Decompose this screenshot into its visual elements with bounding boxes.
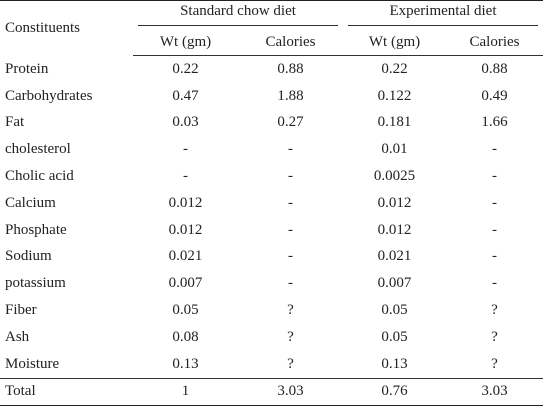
cell-standard-calories: 0.88 — [277, 60, 304, 77]
subheader-standard-calories: Calories — [238, 29, 343, 56]
header-group-standard-chow: Standard chow diet — [133, 1, 343, 30]
cell-standard-weight: - — [183, 168, 188, 185]
cell-standard-calories: - — [288, 221, 293, 238]
header-constituents: Constituents — [5, 19, 81, 36]
table-row: Ash 0.08? 0.05? — [0, 324, 543, 351]
cell-standard-weight: - — [183, 141, 188, 158]
cell-experimental-weight: 0.012 — [377, 194, 412, 211]
subheader-experimental-calories: Calories — [446, 29, 543, 56]
cell-standard-weight: 0.13 — [172, 355, 199, 372]
cell-experimental-weight: 0.012 — [377, 221, 412, 238]
table-row: cholesterol - - 0.01 - — [0, 136, 543, 163]
row-label: Fiber — [5, 302, 37, 319]
row-label: Cholic acid — [5, 168, 74, 185]
table-row: Carbohydrates 0.47 1.88 0.122 0.49 — [0, 83, 543, 110]
cell-experimental-calories: - — [492, 168, 497, 185]
table-row-total: Total 1 3.03 0.76 3.03 — [0, 377, 543, 406]
cell-experimental-calories: 3.03 — [446, 377, 543, 406]
cell-standard-weight: 0.007 — [168, 275, 203, 292]
cell-standard-weight: 1 — [133, 377, 238, 406]
row-label: potassium — [5, 275, 66, 292]
header-group-row: Constituents Standard chow diet Experime… — [0, 1, 543, 35]
cell-experimental-calories: ? — [491, 302, 498, 319]
row-label: Sodium — [5, 248, 52, 265]
row-label: Moisture — [5, 355, 60, 372]
cell-standard-calories: - — [288, 248, 293, 265]
cell-standard-weight: 0.021 — [168, 248, 203, 265]
table-row: Sodium 0.021 - 0.021 - — [0, 244, 543, 271]
header-group-experimental: Experimental diet — [343, 1, 543, 30]
cell-standard-calories: 1.88 — [277, 87, 304, 104]
cell-experimental-weight: 0.76 — [343, 377, 446, 406]
cell-experimental-weight: 0.22 — [381, 60, 408, 77]
table-row: Phosphate 0.012 - 0.012 - — [0, 217, 543, 244]
cell-experimental-weight: 0.181 — [377, 114, 412, 131]
cell-experimental-calories: - — [492, 248, 497, 265]
row-label: Calcium — [5, 194, 56, 211]
cell-standard-weight: 0.03 — [172, 114, 199, 131]
cell-standard-weight: 0.22 — [172, 60, 199, 77]
header-group-standard-chow-label: Standard chow diet — [138, 4, 338, 26]
cell-standard-weight: 0.012 — [168, 221, 203, 238]
cell-experimental-calories: - — [492, 194, 497, 211]
cell-standard-calories: - — [288, 194, 293, 211]
cell-standard-weight: 0.012 — [168, 194, 203, 211]
table-header: Constituents Standard chow diet Experime… — [0, 1, 543, 56]
cell-standard-calories: ? — [287, 302, 294, 319]
cell-experimental-calories: - — [492, 221, 497, 238]
cell-standard-calories: 3.03 — [238, 377, 343, 406]
cell-experimental-weight: 0.05 — [381, 328, 408, 345]
table-row: Fiber 0.05? 0.05? — [0, 297, 543, 324]
table-row: Fat 0.03 0.27 0.181 1.66 — [0, 110, 543, 137]
cell-standard-calories: ? — [287, 355, 294, 372]
cell-standard-weight: 0.47 — [172, 87, 199, 104]
cell-experimental-calories: - — [492, 141, 497, 158]
cell-experimental-weight: 0.007 — [377, 275, 412, 292]
cell-experimental-weight: 0.01 — [381, 141, 408, 158]
table-row: Moisture 0.13? 0.13? — [0, 351, 543, 378]
cell-experimental-calories: 1.66 — [481, 114, 508, 131]
row-label: cholesterol — [5, 141, 71, 158]
cell-standard-calories: - — [288, 141, 293, 158]
table-body: Protein 0.22 0.88 0.22 0.88 Carbohydrates 0.47… — [0, 56, 543, 406]
table-row: Cholic acid - - 0.0025 - — [0, 163, 543, 190]
cell-experimental-weight: 0.05 — [381, 302, 408, 319]
row-label: Total — [0, 377, 133, 406]
cell-standard-weight: 0.05 — [172, 302, 199, 319]
cell-standard-calories: 0.27 — [277, 114, 304, 131]
cell-standard-calories: ? — [287, 328, 294, 345]
subheader-experimental-weight: Wt (gm) — [343, 29, 446, 56]
table-row: Protein 0.22 0.88 0.22 0.88 — [0, 56, 543, 83]
row-label: Fat — [5, 114, 25, 131]
cell-experimental-calories: - — [492, 275, 497, 292]
row-label: Ash — [5, 328, 30, 345]
cell-experimental-calories: ? — [491, 328, 498, 345]
cell-experimental-weight: 0.122 — [377, 87, 412, 104]
row-label: Protein — [5, 60, 49, 77]
header-subheader-row: Wt (gm) Calories Wt (gm) Calories — [0, 29, 543, 56]
cell-experimental-calories: 0.88 — [481, 60, 508, 77]
table-row: Calcium 0.012 - 0.012 - — [0, 190, 543, 217]
cell-standard-calories: - — [288, 275, 293, 292]
subheader-standard-weight: Wt (gm) — [133, 29, 238, 56]
cell-experimental-weight: 0.0025 — [373, 168, 416, 185]
cell-standard-calories: - — [288, 168, 293, 185]
row-label: Phosphate — [5, 221, 67, 238]
cell-standard-weight: 0.08 — [172, 328, 199, 345]
header-group-experimental-label: Experimental diet — [348, 4, 538, 26]
cell-experimental-calories: ? — [491, 355, 498, 372]
row-label: Carbohydrates — [5, 87, 93, 104]
cell-experimental-weight: 0.021 — [377, 248, 412, 265]
table-row: potassium 0.007 - 0.007 - — [0, 270, 543, 297]
cell-experimental-weight: 0.13 — [381, 355, 408, 372]
cell-experimental-calories: 0.49 — [481, 87, 508, 104]
